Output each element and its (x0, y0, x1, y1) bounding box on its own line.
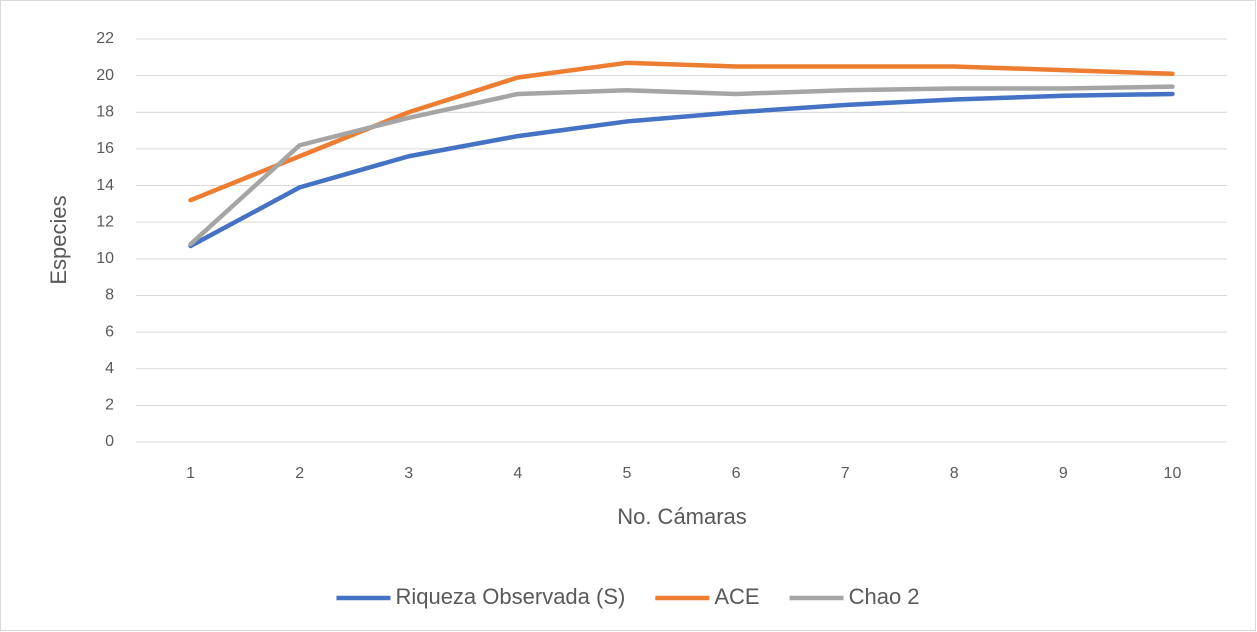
x-tick-label: 10 (1164, 465, 1182, 482)
x-tick-label: 4 (513, 465, 522, 482)
legend-text: Chao 2 (849, 584, 920, 609)
series-line (188, 60, 1175, 203)
x-tick-label: 1 (186, 465, 195, 482)
y-tick-label: 22 (96, 30, 114, 47)
series-line (188, 84, 1175, 247)
y-tick-label: 14 (96, 177, 114, 194)
x-axis-title: No. Cámaras (617, 504, 747, 529)
x-tick-label: 3 (404, 465, 413, 482)
x-tick-label: 2 (295, 465, 304, 482)
x-tick-label: 8 (950, 465, 959, 482)
x-tick-label: 6 (732, 465, 741, 482)
y-tick-label: 0 (105, 433, 114, 450)
series-line (188, 91, 1175, 249)
y-tick-label: 4 (105, 360, 114, 377)
y-tick-label: 12 (96, 213, 114, 230)
y-tick-label: 6 (105, 323, 114, 340)
y-axis-title: Especies (46, 195, 71, 284)
legend-text: Riqueza Observada (S) (395, 584, 625, 609)
y-tick-label: 18 (96, 103, 114, 120)
x-tick-label: 9 (1059, 465, 1068, 482)
legend-text: ACE (714, 584, 759, 609)
y-tick-label: 2 (105, 397, 114, 414)
y-tick-label: 8 (105, 287, 114, 304)
y-tick-label: 20 (96, 67, 114, 84)
x-tick-label: 7 (841, 465, 850, 482)
y-tick-label: 16 (96, 140, 114, 157)
x-tick-label: 5 (622, 465, 631, 482)
y-tick-label: 10 (96, 250, 114, 267)
